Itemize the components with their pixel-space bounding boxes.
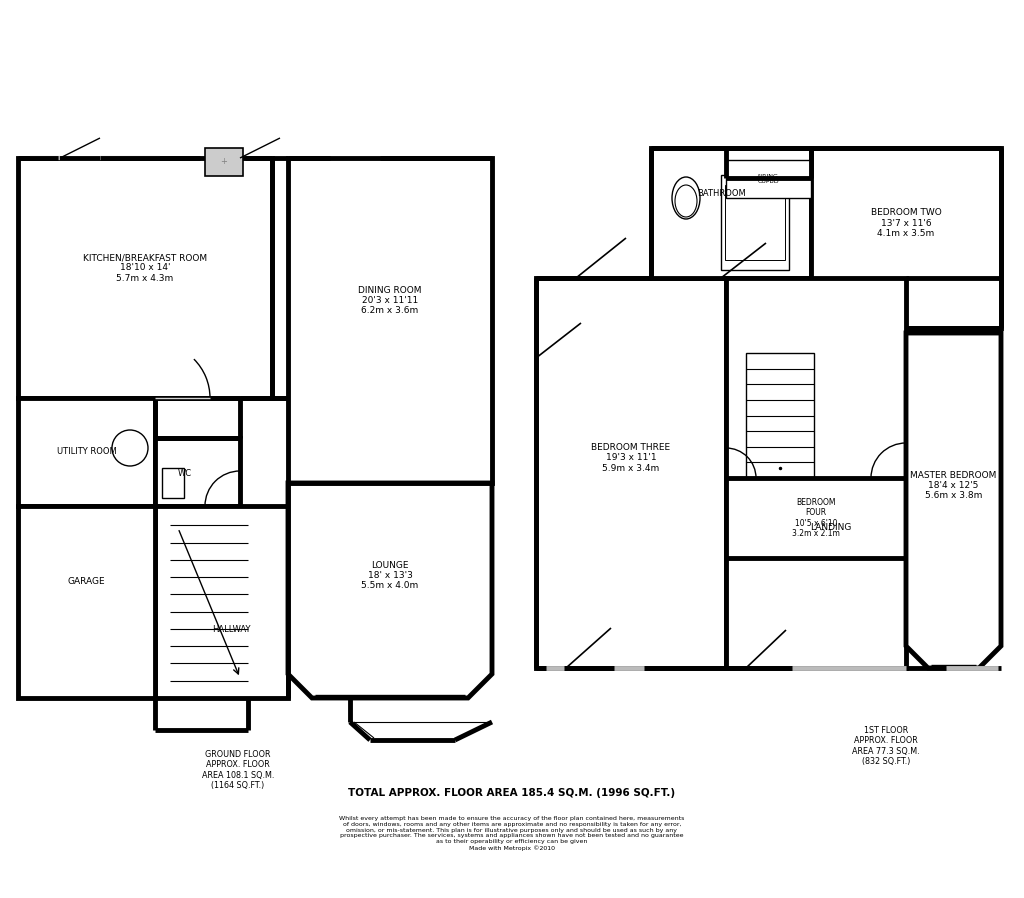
Text: UTILITY ROOM: UTILITY ROOM (56, 447, 117, 456)
Text: LANDING: LANDING (810, 524, 852, 533)
Bar (205, 148, 243, 176)
Text: TOTAL APPROX. FLOOR AREA 185.4 SQ.M. (1996 SQ.FT.): TOTAL APPROX. FLOOR AREA 185.4 SQ.M. (19… (348, 788, 676, 798)
Text: 1ST FLOOR
APPROX. FLOOR
AREA 77.3 SQ.M.
(832 SQ.FT.): 1ST FLOOR APPROX. FLOOR AREA 77.3 SQ.M. … (852, 726, 920, 766)
Text: GARAGE: GARAGE (68, 577, 105, 586)
Text: LOUNGE
18' x 13'3
5.5m x 4.0m: LOUNGE 18' x 13'3 5.5m x 4.0m (361, 560, 419, 590)
Text: MASTER BEDROOM
18'4 x 12'5
5.6m x 3.8m: MASTER BEDROOM 18'4 x 12'5 5.6m x 3.8m (910, 471, 996, 500)
Text: HALLWAY: HALLWAY (212, 626, 251, 635)
Ellipse shape (672, 177, 700, 219)
Bar (155, 438, 240, 506)
Bar (651, 148, 811, 278)
Bar (725, 185, 785, 260)
Text: BEDROOM
FOUR
10'5 x 6'10
3.2m x 2.1m: BEDROOM FOUR 10'5 x 6'10 3.2m x 2.1m (792, 497, 840, 538)
Text: KITCHEN/BREAKFAST ROOM
18'10 x 14'
5.7m x 4.3m: KITCHEN/BREAKFAST ROOM 18'10 x 14' 5.7m … (83, 253, 207, 283)
Bar (18, 158, 272, 398)
Polygon shape (906, 333, 1001, 668)
Text: +: + (220, 157, 227, 166)
Text: BEDROOM TWO
13'7 x 11'6
4.1m x 3.5m: BEDROOM TWO 13'7 x 11'6 4.1m x 3.5m (870, 208, 941, 238)
Bar (18, 398, 155, 506)
Bar (811, 148, 1001, 328)
Polygon shape (288, 483, 492, 698)
Bar (18, 506, 155, 698)
Bar (746, 353, 814, 478)
Bar (536, 278, 726, 668)
Bar (288, 158, 492, 483)
Bar (726, 278, 906, 668)
Bar (162, 468, 184, 498)
Text: GROUND FLOOR
APPROX. FLOOR
AREA 108.1 SQ.M.
(1164 SQ.FT.): GROUND FLOOR APPROX. FLOOR AREA 108.1 SQ… (202, 750, 274, 790)
Bar (721, 175, 790, 270)
Bar (726, 478, 906, 558)
Text: BEDROOM THREE
19'3 x 11'1
5.9m x 3.4m: BEDROOM THREE 19'3 x 11'1 5.9m x 3.4m (592, 443, 671, 473)
Text: DINING ROOM
20'3 x 11'11
6.2m x 3.6m: DINING ROOM 20'3 x 11'11 6.2m x 3.6m (358, 286, 422, 315)
Text: Whilst every attempt has been made to ensure the accuracy of the floor plan cont: Whilst every attempt has been made to en… (339, 816, 685, 850)
Text: BATHROOM: BATHROOM (696, 189, 745, 198)
Text: WC: WC (178, 470, 193, 479)
Bar (726, 160, 811, 198)
Bar (155, 506, 288, 698)
Text: AIRING
CUPBD: AIRING CUPBD (757, 173, 779, 184)
